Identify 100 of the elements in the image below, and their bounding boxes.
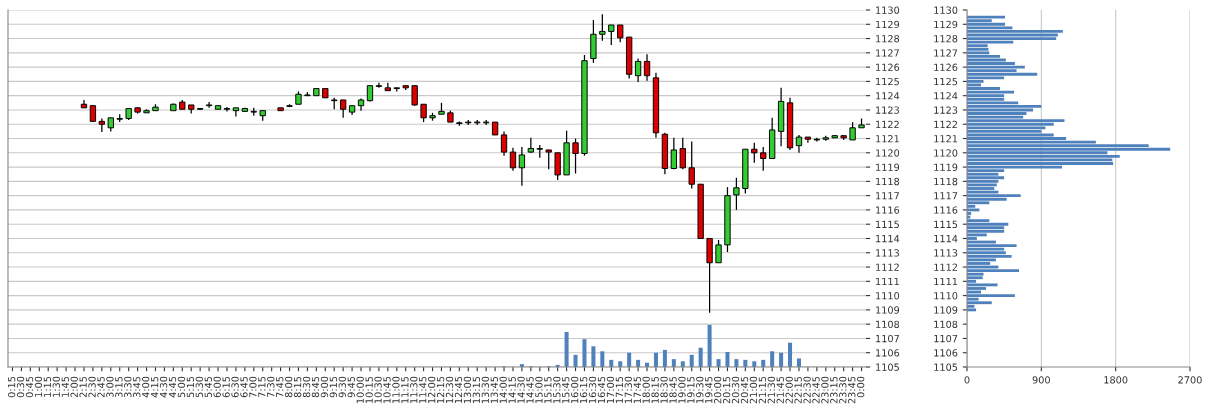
x-tick-label: 19:45 xyxy=(705,376,713,403)
candlestick xyxy=(715,239,722,264)
bar xyxy=(707,324,712,367)
candlestick xyxy=(679,137,686,170)
x-tick-label: 11:45 xyxy=(419,376,427,403)
bar xyxy=(582,339,587,367)
x-tick-label: 13:30 xyxy=(481,376,489,403)
y-tick-label: 1116 xyxy=(934,206,958,214)
candlestick xyxy=(688,140,695,190)
x-tick-label: 10:15 xyxy=(365,376,373,403)
y-tick-label: 1115 xyxy=(876,220,899,229)
bar xyxy=(967,229,1005,233)
x-tick-label: 6:30 xyxy=(231,376,239,398)
candlestick xyxy=(733,177,740,211)
x-tick-label: 15:45 xyxy=(562,376,570,403)
bar xyxy=(967,294,1015,298)
x-tick-label: 11:30 xyxy=(410,376,418,403)
y-tick-label: 1126 xyxy=(876,63,900,71)
x-tick-label: 12:00 xyxy=(428,376,436,403)
y-tick-label: 1110 xyxy=(876,292,900,300)
x-tick-label: 20:15 xyxy=(722,376,731,404)
y-tick-label: 1121 xyxy=(876,135,899,143)
bar xyxy=(967,308,977,312)
bar xyxy=(967,15,1005,19)
x-tick-label: 5:45 xyxy=(204,376,212,398)
bar xyxy=(967,154,1120,158)
x-tick-label: 18:30 xyxy=(660,376,668,403)
candlestick xyxy=(608,24,615,46)
x-tick-label: 12:15 xyxy=(436,376,445,403)
x-tick-label: 2:30 xyxy=(88,376,96,398)
x-tick-label: 10:45 xyxy=(383,376,391,403)
bar xyxy=(967,194,1021,198)
x-tick-label: 22:45 xyxy=(812,376,820,404)
x-tick-label: 8:15 xyxy=(293,376,302,398)
y-tick-label: 1114 xyxy=(876,235,900,243)
y-tick-label: 1126 xyxy=(934,63,958,71)
x-tick-label: 23:30 xyxy=(839,376,847,404)
x-tick-label: 14:45 xyxy=(526,376,534,403)
x-tick-label: 16:30 xyxy=(588,376,597,403)
bar xyxy=(573,354,578,367)
x-tick-label: 23:00 xyxy=(821,376,829,404)
bar xyxy=(967,119,1065,123)
y-tick-label: 1118 xyxy=(876,177,900,186)
x-tick-label: 8:30 xyxy=(302,376,311,398)
x-tick-label: 9:00 xyxy=(320,376,329,398)
y-tick-label: 1130 xyxy=(876,6,900,14)
x-tick-label: 1:45 xyxy=(61,376,69,397)
y-tick-label: 1128 xyxy=(876,35,900,43)
y-tick-label: 1122 xyxy=(934,120,957,128)
y-tick-label: 1117 xyxy=(876,192,899,200)
bar xyxy=(967,208,980,212)
bar xyxy=(967,90,1015,94)
bar xyxy=(967,65,1025,69)
x-tick-label: 7:45 xyxy=(276,376,284,398)
x-tick-label: 1:30 xyxy=(52,376,60,397)
x-tick-label: 14:30 xyxy=(517,376,525,403)
x-tick-label: 19:15 xyxy=(687,376,695,403)
x-tick-label: 11:00 xyxy=(392,376,400,403)
bar xyxy=(967,276,983,280)
x-tick-label: 22:15 xyxy=(794,376,802,404)
x-tick-label: 2:15 xyxy=(79,376,87,398)
bar xyxy=(600,351,605,367)
x-tick-label: 21:00 xyxy=(749,376,758,404)
candlestick xyxy=(375,82,383,89)
x-tick-label: 10:00 xyxy=(356,376,364,403)
x-tick-label: 13:45 xyxy=(490,376,498,403)
y-tick-label: 1125 xyxy=(934,77,958,86)
x-tick-label: 6:00 xyxy=(213,376,221,398)
bar xyxy=(967,269,1020,273)
x-tick-label: 19:30 xyxy=(696,376,704,403)
y-tick-label: 1128 xyxy=(934,35,958,43)
x-tick-label: 0:15 xyxy=(7,376,16,398)
x-tick-label: 17:15 xyxy=(615,376,624,403)
y-tick-label: 1114 xyxy=(934,235,958,243)
x-tick-label: 12:45 xyxy=(454,376,463,403)
bar xyxy=(627,352,632,367)
y-tick-label: 1110 xyxy=(934,292,958,300)
candlestick xyxy=(751,142,758,164)
bar xyxy=(967,283,998,287)
bar xyxy=(967,72,1038,76)
x-tick-label: 2:45 xyxy=(97,376,105,398)
x-tick-label: 9:30 xyxy=(338,376,346,398)
x-tick-label: 3:00 xyxy=(106,376,114,398)
x-tick-label: 14:15 xyxy=(508,376,516,403)
x-tick-label: 4:30 xyxy=(159,376,168,398)
candlestick xyxy=(205,101,213,109)
candlestick xyxy=(545,149,552,170)
x-tick-label: 0:00 xyxy=(857,376,865,398)
x-tick-label: 20:45 xyxy=(740,376,749,404)
y-tick-label: 1117 xyxy=(934,192,958,200)
y-tick-label: 1107 xyxy=(876,334,899,343)
x-tick-label: 20:00 xyxy=(714,376,722,404)
x-tick-label: 12:30 xyxy=(445,376,454,403)
x-tick-label: 5:15 xyxy=(186,376,195,398)
y-tick-label: 1121 xyxy=(934,135,958,143)
bar xyxy=(967,226,1005,230)
x-tick-label: 14:00 xyxy=(499,376,507,403)
y-tick-label: 1111 xyxy=(876,277,899,286)
y-tick-label: 1123 xyxy=(876,106,899,114)
x-tick-label: 7:15 xyxy=(258,376,266,398)
